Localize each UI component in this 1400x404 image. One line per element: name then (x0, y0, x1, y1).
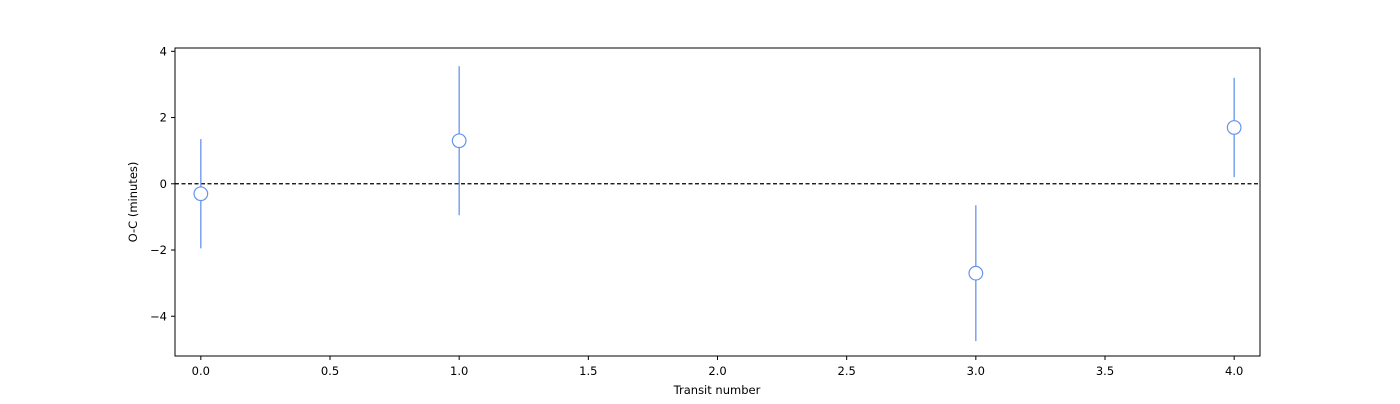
y-tick-label: 2 (160, 111, 167, 125)
x-axis-label: Transit number (673, 383, 761, 397)
data-point-1 (451, 133, 467, 149)
y-axis-label: O-C (minutes) (126, 162, 140, 243)
x-axis-ticks: 0.0 0.5 1.0 1.5 2.0 2.5 3.0 3.5 4.0 (192, 356, 1243, 378)
y-tick-label: −4 (150, 309, 167, 323)
y-tick-label: −2 (150, 243, 167, 257)
y-tick-label: 4 (160, 44, 167, 58)
axes-frame (174, 47, 1261, 357)
x-tick-label: 4.0 (1225, 364, 1243, 378)
data-point-3 (968, 265, 984, 281)
y-tick-label: 0 (160, 177, 167, 191)
data-point-4 (1226, 120, 1242, 135)
x-tick-label: 2.0 (708, 364, 726, 378)
x-tick-label: 0.5 (321, 364, 339, 378)
data-point-0 (193, 186, 209, 202)
x-tick-label: 3.5 (1096, 364, 1114, 378)
y-axis-ticks: −4 −2 0 2 4 (150, 44, 175, 323)
x-tick-label: 1.5 (579, 364, 597, 378)
x-tick-label: 0.0 (192, 364, 210, 378)
plot-area (174, 47, 1261, 357)
x-tick-label: 1.0 (450, 364, 468, 378)
x-tick-label: 3.0 (967, 364, 985, 378)
x-tick-label: 2.5 (838, 364, 856, 378)
